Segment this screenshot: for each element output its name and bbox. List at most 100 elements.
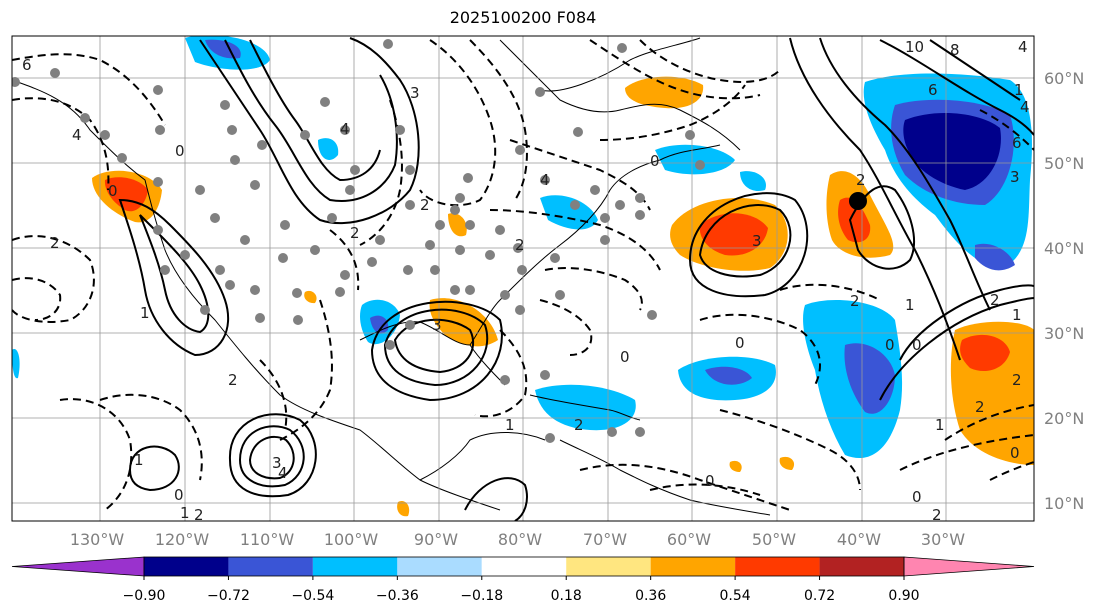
contour-label: 1 <box>505 416 515 434</box>
colorbar-tick-label: −0.18 <box>460 588 503 604</box>
colorbar-tick-label: 0.54 <box>720 588 751 604</box>
anomaly-darkblue <box>903 113 1001 190</box>
contours <box>12 37 1034 521</box>
colorbar-bin <box>735 557 820 576</box>
contour-label: 1 <box>1014 81 1024 99</box>
contour-label: 0 <box>912 336 922 354</box>
station-markers <box>12 39 705 443</box>
colorbar-tick-label: −0.90 <box>123 588 166 604</box>
contour-label: 0 <box>108 182 118 200</box>
contour-label: 4 <box>340 120 350 138</box>
contour-label: 2 <box>975 398 985 416</box>
colorbar-tick-label: 0.90 <box>888 588 919 604</box>
colorbar-tick-label: 0.36 <box>635 588 666 604</box>
colorbar-bin <box>312 557 398 576</box>
lat-label: 10°N <box>1044 494 1084 513</box>
gridlines <box>12 36 1034 521</box>
lon-label: 120°W <box>155 530 210 549</box>
lon-label: 50°W <box>752 530 796 549</box>
lon-label: 40°W <box>837 530 881 549</box>
map-border <box>11 35 1035 522</box>
anomaly-blue <box>318 138 339 160</box>
colorbar-bin <box>819 557 904 576</box>
colorbar-bin <box>650 557 736 576</box>
longitude-labels: 130°W 120°W 110°W 100°W 90°W 80°W 70°W 6… <box>70 530 965 549</box>
contour-label: 6 <box>928 81 938 99</box>
anomaly-orange <box>448 213 467 237</box>
lon-label: 80°W <box>498 530 542 549</box>
anomaly-blue <box>655 144 735 175</box>
contour-label: 4 <box>72 126 82 144</box>
anomaly-orange <box>397 500 410 517</box>
contour-label: 8 <box>950 41 960 59</box>
contour-label: 1 <box>1012 306 1022 324</box>
contour-label: 4 <box>1018 38 1028 56</box>
contour-label: 0 <box>620 348 630 366</box>
contour-label: 1 <box>935 416 945 434</box>
colorbar-tick-label: −0.36 <box>376 588 419 604</box>
contour-label: 4 <box>278 464 288 482</box>
lat-label: 60°N <box>1044 69 1084 88</box>
latitude-labels: 60°N 50°N 40°N 30°N 20°N 10°N <box>1044 69 1084 513</box>
contour-label: 6 <box>22 56 32 74</box>
lon-label: 30°W <box>921 530 965 549</box>
lon-label: 90°W <box>414 530 458 549</box>
anomaly-orange <box>304 290 317 304</box>
anomaly-blue <box>975 243 1015 271</box>
contour-label: 4 <box>540 171 550 189</box>
contour-label: 0 <box>174 486 184 504</box>
colorbar-bin <box>144 557 229 576</box>
colorbar-bin <box>481 557 567 576</box>
shaded-anomalies <box>12 36 1034 517</box>
contour-label: 2 <box>350 224 360 242</box>
contour-label: 0 <box>885 336 895 354</box>
colorbar-tick-label: 0.18 <box>551 588 582 604</box>
contour-label: 2 <box>515 236 525 254</box>
anomaly-orange <box>625 76 704 109</box>
contour-label: 1 <box>140 304 150 322</box>
contour-label: 2 <box>932 506 942 524</box>
contour-label: 6 <box>1012 134 1022 152</box>
contour-label: 2 <box>228 371 238 389</box>
colorbar-bin <box>397 557 482 576</box>
colorbar-tick-label: −0.72 <box>207 588 250 604</box>
contour-label: 2 <box>850 292 860 310</box>
contour-label: 0 <box>650 152 660 170</box>
contour-label: 4 <box>1020 98 1030 116</box>
lat-label: 20°N <box>1044 409 1084 428</box>
contour-label: 0 <box>175 142 185 160</box>
positive-contours <box>118 37 1034 521</box>
contour-label: 2 <box>50 234 60 252</box>
colorbar-bin <box>566 557 651 576</box>
contour-label: 1 <box>905 296 915 314</box>
contour-label: 3 <box>1010 168 1020 186</box>
anomaly-blue <box>12 349 20 379</box>
colorbar-under-arrow <box>11 556 145 577</box>
contour-label: 2 <box>856 171 866 189</box>
lat-label: 50°N <box>1044 154 1084 173</box>
contour-label: 0 <box>912 488 922 506</box>
lat-label: 40°N <box>1044 239 1084 258</box>
contour-label: 0 <box>705 472 715 490</box>
contour-label: 1 <box>134 451 144 469</box>
anomaly-blue <box>705 366 752 385</box>
colorbar-frame <box>143 556 905 577</box>
colorbar-over-arrow <box>903 556 1035 577</box>
contour-label: 3 <box>272 454 282 472</box>
anomaly-blue <box>740 171 766 192</box>
anomaly-red <box>960 334 1010 372</box>
anomaly-orange <box>779 456 795 470</box>
contour-label: 2 <box>194 506 204 524</box>
anomaly-red <box>699 213 768 256</box>
lon-label: 110°W <box>240 530 295 549</box>
contour-label: 3 <box>752 232 762 250</box>
contour-label: 3 <box>410 84 420 102</box>
lat-label: 30°N <box>1044 324 1084 343</box>
contour-label: 3 <box>432 316 442 334</box>
marker-black <box>849 192 867 210</box>
contour-label: 0 <box>735 334 745 352</box>
anomaly-orange <box>729 460 742 472</box>
contour-label: 10 <box>905 38 924 56</box>
negative-contours <box>12 39 1034 511</box>
